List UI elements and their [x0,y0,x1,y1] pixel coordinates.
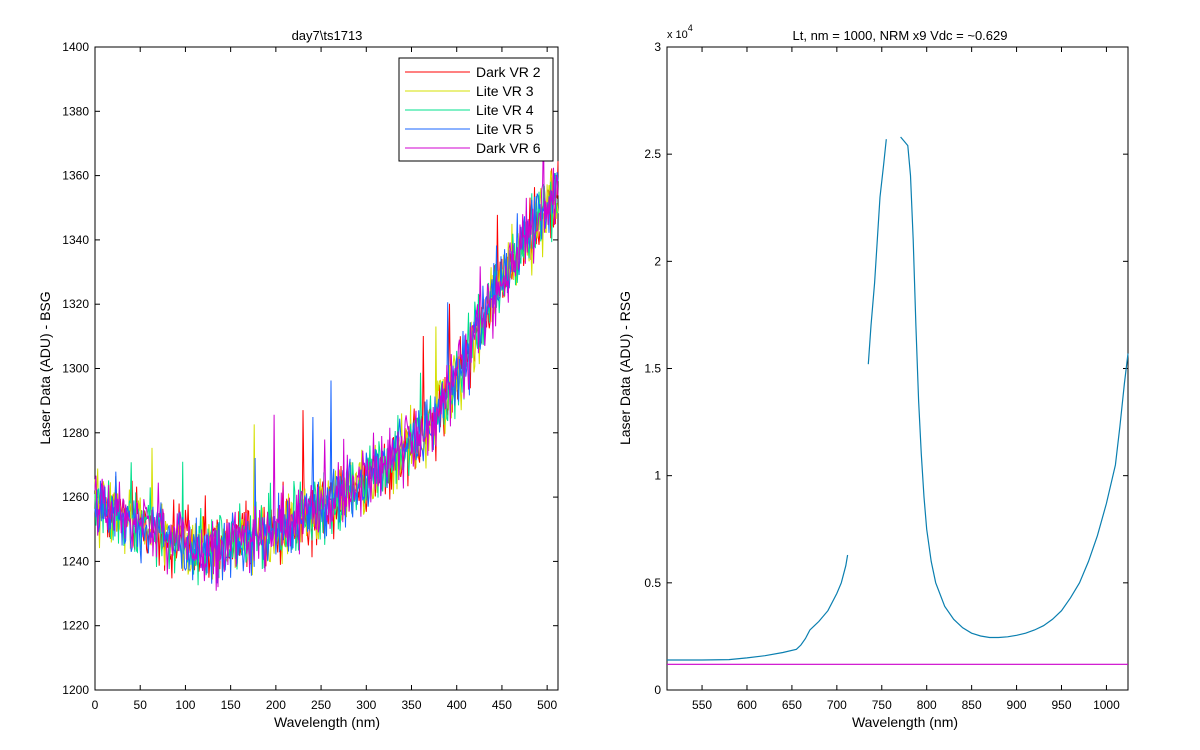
right-y-tick-label: 3 [654,40,661,54]
right-y-tick-label: 1.5 [644,362,661,376]
left-x-tick-label: 300 [356,698,376,712]
left-x-tick-label: 50 [134,698,148,712]
legend-label: Dark VR 6 [476,140,541,156]
left-x-axis-label: Wavelength (nm) [274,714,380,730]
left-x-tick-label: 350 [401,698,421,712]
right-x-tick-label: 750 [872,698,892,712]
right-y-tick-label: 0.5 [644,576,661,590]
left-y-tick-label: 1280 [62,426,89,440]
left-y-tick-label: 1360 [62,169,89,183]
right-series-1-segment-3 [900,136,1129,639]
legend-label: Lite VR 5 [476,121,534,137]
right-x-tick-label: 650 [782,698,802,712]
right-y-tick-label: 1 [654,469,661,483]
right-ticks: 550 600 650 700 750 800 850 900 950 1000 0 0.5 1 1.5 2… [644,40,1128,712]
legend-items: Dark VR 2 Lite VR 3 Lite VR 4 Lite VR 5 Dark… [405,64,541,156]
left-x-tick-label: 250 [311,698,331,712]
right-y-exponent-power: 4 [688,23,693,33]
left-x-tick-label: 500 [537,698,557,712]
right-x-tick-label: 1000 [1093,698,1120,712]
legend-label: Lite VR 3 [476,83,534,99]
right-x-tick-label: 600 [737,698,757,712]
left-y-tick-label: 1300 [62,362,89,376]
left-y-tick-label: 1200 [62,683,89,697]
right-plot: Lt, nm = 1000, NRM x9 Vdc = ~0.629 x 104… [617,23,1129,730]
right-x-axis-label: Wavelength (nm) [852,714,958,730]
right-x-tick-label: 900 [1007,698,1027,712]
left-y-tick-label: 1220 [62,619,89,633]
right-y-exponent: x 104 [667,23,693,41]
left-y-tick-label: 1340 [62,233,89,247]
legend-label: Lite VR 4 [476,102,534,118]
left-series-lines [94,125,559,591]
right-y-axis-label: Laser Data (ADU) - RSG [617,291,633,445]
left-x-tick-label: 0 [92,698,99,712]
right-x-tick-label: 800 [917,698,937,712]
right-y-tick-label: 0 [654,683,661,697]
left-y-tick-label: 1260 [62,490,89,504]
right-x-tick-label: 550 [692,698,712,712]
right-series-1-segment-1 [667,554,849,661]
right-y-tick-label: 2.5 [644,147,661,161]
left-y-axis-label: Laser Data (ADU) - BSG [37,291,53,444]
right-y-exponent-base: x 10 [667,29,688,41]
right-plot-area [666,46,1129,691]
left-title: day7\ts1713 [292,28,363,43]
left-x-tick-label: 400 [447,698,467,712]
left-y-tick-label: 1380 [62,104,89,118]
legend-label: Dark VR 2 [476,64,541,80]
left-ticks: 0 50 100 150 200 250 300 350 400 450 500 1200 1220 12… [62,40,558,712]
right-x-tick-label: 950 [1051,698,1071,712]
legend: Dark VR 2 Lite VR 3 Lite VR 4 Lite VR 5 Dark… [398,57,554,162]
right-series-lines [667,136,1129,665]
left-x-tick-label: 200 [266,698,286,712]
left-y-tick-label: 1320 [62,297,89,311]
right-x-tick-label: 850 [962,698,982,712]
left-x-tick-label: 150 [221,698,241,712]
left-y-tick-label: 1240 [62,554,89,568]
left-x-tick-label: 450 [492,698,512,712]
right-x-tick-label: 700 [827,698,847,712]
left-plot: day7\ts1713 0 50 100 150 200 250 300 350 400 450 5… [37,28,559,730]
left-y-tick-label: 1400 [62,40,89,54]
right-series-1-segment-2 [867,139,887,365]
left-series-line-5 [94,125,559,591]
right-title: Lt, nm = 1000, NRM x9 Vdc = ~0.629 [793,28,1008,43]
right-y-tick-label: 2 [654,254,661,268]
left-x-tick-label: 100 [175,698,195,712]
left-series-line-4 [94,172,559,584]
